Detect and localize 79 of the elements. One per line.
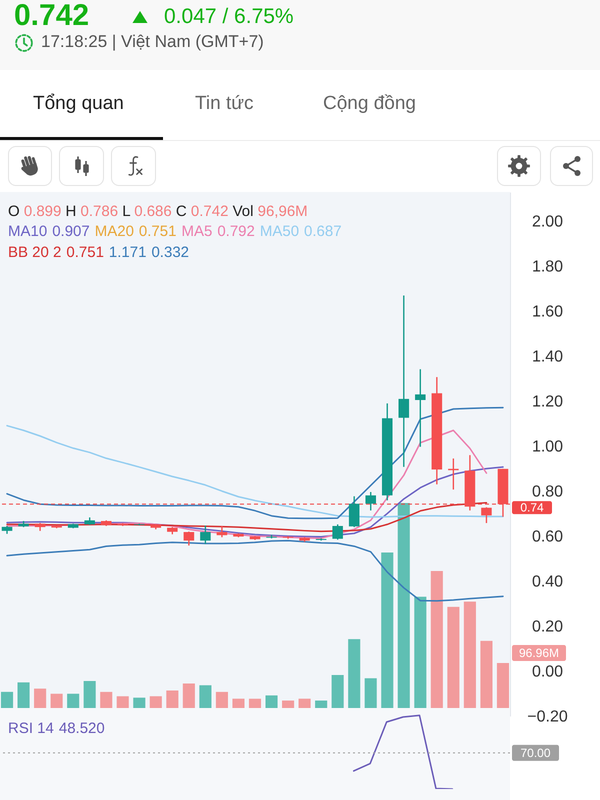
annotation: O 0.899 H 0.786 L 0.686 C 0.742 Vol 96,96M	[8, 203, 308, 220]
line-series	[6, 502, 488, 532]
y-tick-label: −0.20	[527, 708, 568, 726]
y-tick-label: 1.20	[532, 394, 564, 411]
chart-subtitle: 0.047 / 6.75%	[164, 4, 294, 30]
text: BB 20 2	[8, 243, 62, 263]
candlestick	[415, 368, 426, 448]
text: MA10	[8, 222, 48, 242]
y-tick-label: 1.80	[532, 258, 564, 276]
chart-title: 0.742	[14, 0, 90, 32]
bar	[182, 683, 195, 709]
bar	[298, 698, 311, 709]
candlestick	[216, 525, 228, 538]
text: 96.96M	[518, 646, 560, 660]
bar	[150, 696, 162, 709]
bar	[332, 675, 344, 709]
candlestick	[184, 530, 194, 546]
bar	[480, 640, 492, 709]
bar	[84, 680, 96, 709]
bar	[348, 639, 360, 709]
bar	[34, 688, 46, 709]
bar	[232, 698, 245, 709]
line-series	[6, 540, 504, 602]
bar	[364, 678, 377, 709]
y-tick-label: 0.00	[532, 664, 564, 681]
bar	[0, 692, 14, 709]
bar	[496, 663, 510, 709]
bar	[199, 685, 212, 709]
y-tick-label: 1.40	[532, 348, 564, 366]
bar	[265, 695, 278, 709]
legend-label: MA20	[94, 222, 134, 242]
bar	[100, 692, 112, 709]
annotation: 0.792	[217, 222, 255, 242]
annotation: 0.907	[52, 222, 90, 242]
text: MA5	[181, 222, 212, 242]
y-tick-label: 0.40	[532, 574, 564, 591]
bar	[18, 682, 30, 709]
bar	[116, 696, 129, 709]
text: Tổng quan	[33, 92, 124, 116]
line-series	[6, 466, 504, 538]
y-tick-label: 0.60	[532, 528, 564, 546]
annotation: 0.332	[151, 243, 190, 263]
candlestick	[481, 506, 492, 524]
annotation: 0.751	[66, 243, 104, 263]
annotation: 48.520	[58, 719, 105, 739]
bar	[216, 692, 228, 709]
ref-line-label: 0.74	[520, 500, 544, 515]
y-tick-label: 1.60	[532, 304, 564, 321]
text: Tin tức	[195, 92, 254, 116]
line-series	[6, 424, 504, 518]
bar	[67, 694, 80, 709]
candlestick	[348, 496, 360, 528]
bar	[430, 570, 443, 709]
candlestick	[365, 491, 376, 512]
annotation: 1.171	[108, 243, 146, 263]
text: 17:18:25 | Việt Nam (GMT+7)	[41, 31, 264, 53]
candlestick	[398, 294, 410, 468]
bar	[50, 694, 63, 709]
line-series	[6, 406, 504, 520]
bar	[398, 503, 410, 709]
text: RSI 14	[8, 719, 54, 739]
text: Cộng đồng	[323, 92, 416, 116]
text: 70.00	[520, 746, 551, 760]
y-tick-label: 0.80	[532, 484, 564, 501]
candlestick	[200, 524, 211, 545]
text: MA50	[260, 222, 300, 242]
bar	[381, 552, 394, 709]
y-tick-label: 2.00	[532, 214, 564, 231]
bar	[248, 698, 262, 709]
y-tick-label: 1.00	[532, 438, 564, 456]
bar	[464, 602, 476, 709]
annotation: 0.751	[138, 222, 176, 242]
bar	[447, 606, 460, 709]
bar	[166, 690, 178, 709]
y-tick-label: 0.20	[532, 618, 564, 636]
bar	[414, 596, 426, 709]
bar	[133, 698, 146, 709]
candlestick	[332, 524, 343, 540]
annotation: 0.687	[304, 222, 342, 242]
